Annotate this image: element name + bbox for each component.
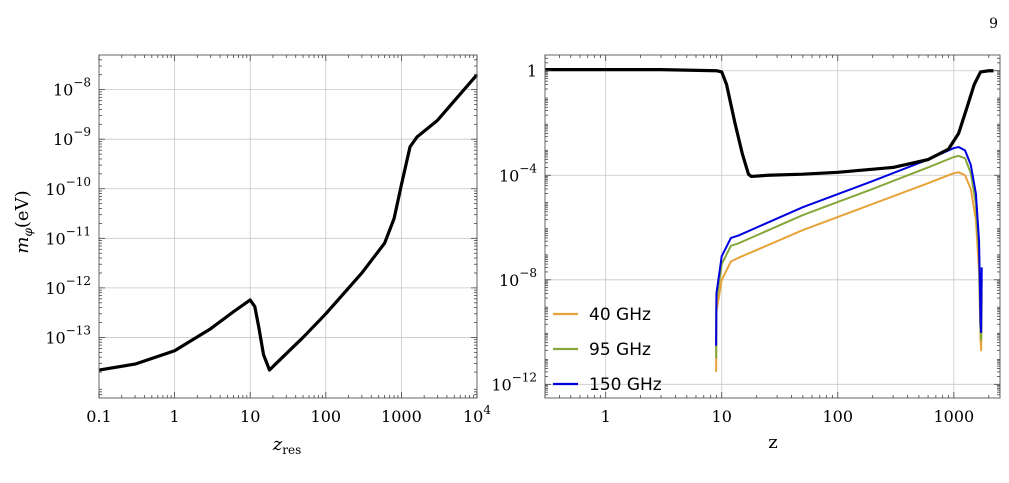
left-x-axis-label: zres: [272, 434, 301, 457]
right-gridlines: [545, 55, 1000, 398]
right-series: [545, 68, 994, 372]
x-tick-label: 1: [170, 407, 180, 426]
x-tick-label: 100: [311, 407, 342, 426]
x-tick-label: 10: [712, 407, 732, 426]
y-tick-label: 10−12: [491, 370, 537, 394]
x-tick-label: 10: [240, 407, 260, 426]
y-tick-label: 1: [527, 62, 537, 81]
x-tick-label: 104: [463, 403, 491, 426]
left-series: [98, 73, 479, 372]
right-plot-frame: [544, 54, 1001, 399]
left-plot-frame: [98, 54, 478, 399]
right-ticks: [544, 55, 1000, 398]
left-gridlines: [98, 55, 478, 398]
y-tick-label: 10−8: [53, 76, 91, 100]
page-number: 9: [989, 16, 998, 32]
legend-label: 40 GHz: [589, 305, 651, 325]
y-tick-label: 10−13: [45, 323, 91, 347]
right-y-tick-labels: 10−12 10−8 10−4 1: [491, 62, 537, 395]
series-line-40-ghz: [715, 171, 983, 372]
left-y-axis-label: mφ(eV): [12, 190, 35, 253]
left-chart: 0.1 1 10 100 1000 104 10−1310−1210−1110−1010−…: [12, 54, 491, 457]
right-x-axis-label: z: [768, 432, 777, 453]
x-tick-label: 100: [822, 407, 853, 426]
right-x-tick-labels: 1 10 100 1000: [601, 407, 975, 426]
right-chart: 1 10 100 1000 10−12 10−8 10−4 1 z 40 GHz 95 GHz…: [491, 54, 1001, 453]
y-tick-label: 10−12: [45, 274, 91, 298]
y-tick-label: 10−11: [45, 224, 91, 248]
legend-label: 95 GHz: [589, 340, 651, 360]
right-legend: 40 GHz 95 GHz 150 GHz: [553, 305, 662, 395]
y-tick-label: 10−4: [499, 161, 537, 185]
y-tick-label: 10−8: [499, 266, 537, 290]
x-tick-label: 1000: [381, 407, 422, 426]
y-tick-label: 10−10: [45, 175, 91, 199]
legend-label: 150 GHz: [589, 375, 662, 395]
series-line-95-ghz: [715, 154, 983, 359]
left-x-tick-labels: 0.1 1 10 100 1000 104: [86, 403, 491, 426]
x-tick-label: 0.1: [86, 407, 111, 426]
series-line-main: [545, 68, 994, 179]
x-tick-label: 1: [601, 407, 611, 426]
y-tick-label: 10−9: [53, 125, 91, 149]
series-line-main: [98, 73, 479, 372]
left-y-tick-labels: 10−13 10−12 10−11 10−10 10−9 10−8: [45, 76, 91, 348]
left-ticks: [98, 55, 478, 398]
series-line-150-ghz: [715, 146, 983, 346]
x-tick-label: 1000: [933, 407, 974, 426]
